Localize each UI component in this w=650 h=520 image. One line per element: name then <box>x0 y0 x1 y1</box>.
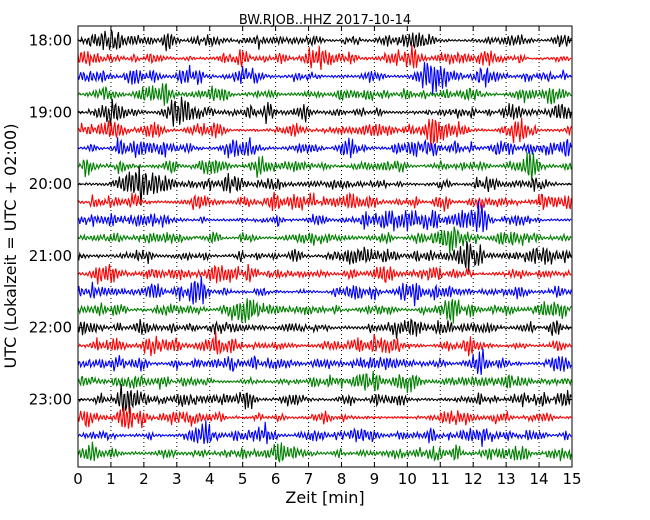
x-tick-label: 6 <box>271 470 281 488</box>
x-tick-label: 7 <box>304 470 314 488</box>
x-tick-label: 0 <box>73 470 83 488</box>
trace-line <box>77 226 572 254</box>
trace-line <box>77 29 572 52</box>
y-tick-label: 22:00 <box>29 319 72 337</box>
trace-line <box>77 96 572 127</box>
x-tick-label: 13 <box>497 470 516 488</box>
trace-line <box>77 318 572 339</box>
trace-line <box>77 152 572 181</box>
trace-line <box>77 44 572 70</box>
x-tick-label: 8 <box>337 470 347 488</box>
x-tick-label: 4 <box>205 470 215 488</box>
y-tick-label: 18:00 <box>29 32 72 50</box>
trace-line <box>77 370 572 393</box>
trace-line <box>77 406 572 429</box>
y-tick-label: 21:00 <box>29 247 72 265</box>
x-axis-label: Zeit [min] <box>285 488 364 507</box>
trace-line <box>77 276 572 307</box>
trace-line <box>77 83 572 106</box>
trace-line <box>77 420 572 447</box>
trace-line <box>77 331 572 357</box>
trace-line <box>77 348 572 376</box>
x-tick-label: 11 <box>431 470 450 488</box>
x-tick-label: 15 <box>562 470 581 488</box>
trace-line <box>77 384 572 414</box>
trace-line <box>77 441 572 464</box>
axis-ticks: 0 1 2 3 4 5 6 7 8 9 10 11 12 13 14 1518:0019:0020:0021:… <box>29 26 582 488</box>
trace-line <box>77 298 572 324</box>
x-tick-label: 9 <box>370 470 380 488</box>
trace-line <box>77 263 572 285</box>
x-tick-label: 1 <box>106 470 116 488</box>
x-tick-label: 3 <box>172 470 182 488</box>
y-tick-label: 19:00 <box>29 103 72 121</box>
trace-line <box>77 117 572 148</box>
y-tick-label: 23:00 <box>29 391 72 409</box>
plot-frame <box>77 25 573 468</box>
seismic-traces <box>77 29 572 464</box>
x-tick-label: 5 <box>238 470 248 488</box>
x-tick-label: 12 <box>464 470 483 488</box>
y-tick-label: 20:00 <box>29 175 72 193</box>
chart-title: BW.RJOB..HHZ 2017-10-14 <box>239 13 411 28</box>
grid-lines <box>110 26 540 467</box>
trace-line <box>77 191 572 212</box>
trace-line <box>77 61 572 95</box>
trace-line <box>77 137 572 159</box>
x-tick-label: 2 <box>139 470 149 488</box>
trace-line <box>77 166 572 206</box>
y-axis-label: UTC (Lokalzeit = UTC + 02:00) <box>1 124 20 369</box>
x-tick-label: 14 <box>530 470 549 488</box>
trace-line <box>77 200 572 233</box>
x-tick-label: 10 <box>398 470 417 488</box>
trace-line <box>77 240 572 272</box>
